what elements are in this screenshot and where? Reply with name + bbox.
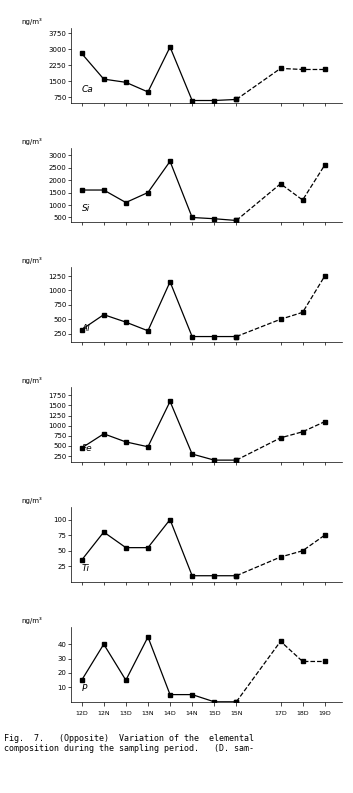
Text: ng/m³: ng/m³ <box>22 377 42 385</box>
Text: Ca: Ca <box>82 85 93 94</box>
Text: Si: Si <box>82 205 90 213</box>
Text: ng/m³: ng/m³ <box>22 17 42 25</box>
Text: Al: Al <box>82 324 90 333</box>
Text: Ti: Ti <box>82 564 89 573</box>
Text: ng/m³: ng/m³ <box>22 617 42 624</box>
Text: Fig.  7.   (Opposite)  Variation of the  elemental
composition during the sampli: Fig. 7. (Opposite) Variation of the elem… <box>4 734 253 753</box>
Text: ng/m³: ng/m³ <box>22 138 42 144</box>
Text: ng/m³: ng/m³ <box>22 497 42 504</box>
Text: ng/m³: ng/m³ <box>22 258 42 264</box>
Text: P: P <box>82 684 87 693</box>
Text: Fe: Fe <box>82 444 92 453</box>
